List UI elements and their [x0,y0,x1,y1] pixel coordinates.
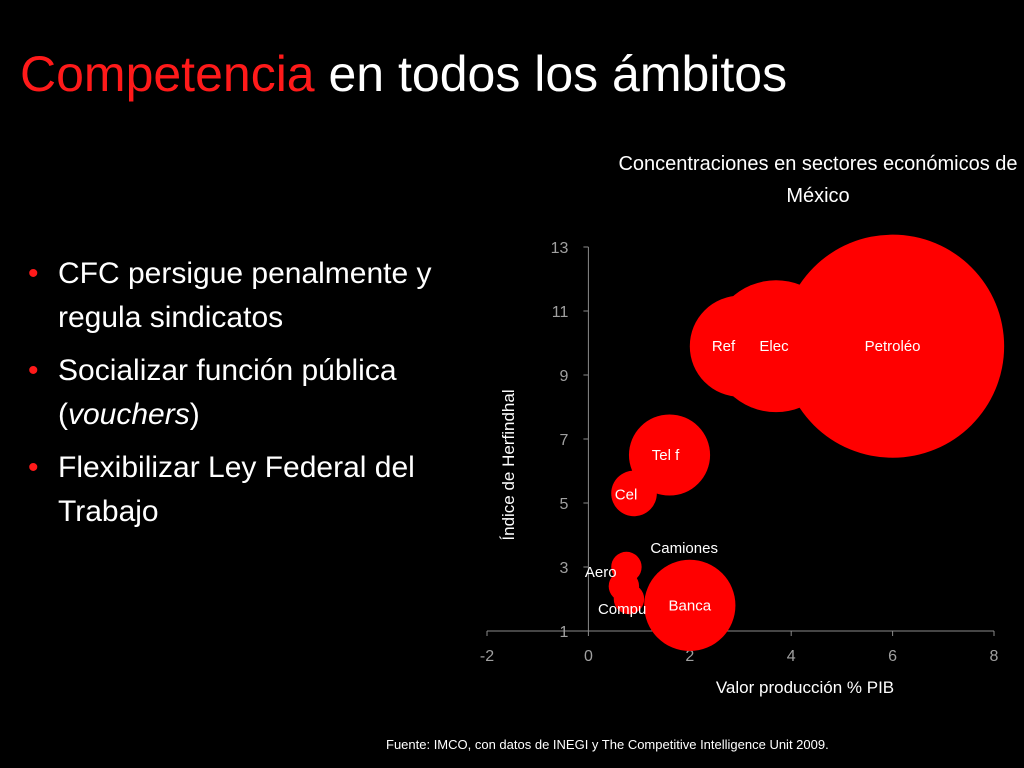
bullet-item: Socializar función pública (vouchers) [28,349,448,437]
bubble-label: Elec [759,338,789,355]
x-tick-label: 4 [787,648,796,665]
bullet-item: Flexibilizar Ley Federal del Trabajo [28,446,448,534]
bubble-ref [689,295,792,397]
source-note: Fuente: IMCO, con datos de INEGI y The C… [386,737,829,752]
slide-title-accent: Competencia [20,46,315,102]
bullet-text: CFC persigue penalmente y regula sindica… [58,257,432,334]
bubble-label: Camiones [650,540,718,557]
chart-title: Concentraciones en sectores económicos d… [618,153,1018,207]
x-tick-label: 2 [685,648,694,665]
y-tick-label: 9 [559,368,568,385]
bullet-list: CFC persigue penalmente y regula sindica… [28,252,448,543]
bubble-banca [644,559,736,652]
slide-title-rest: en todos los ámbitos [314,46,788,102]
bullet-item: CFC persigue penalmente y regula sindica… [28,252,448,340]
bubble-label: Ref [712,338,736,355]
bubble-label: Cel [615,486,638,503]
x-axis-title: Valor producción % PIB [716,678,894,697]
y-tick-label: 5 [559,496,568,513]
bubble-label: Petroléo [865,338,921,355]
bubble-label: Banca [669,597,712,614]
bullet-text: Flexibilizar Ley Federal del Trabajo [58,451,415,528]
x-tick-label: 8 [990,648,999,665]
bullet-text-italic: vouchers [68,398,190,431]
y-tick-label: 3 [559,560,568,577]
bullet-text-after: ) [189,398,200,431]
y-tick-label: 13 [551,240,569,257]
slide-title: Competencia en todos los ámbitos [20,42,787,106]
x-tick-label: 0 [584,648,593,665]
bubble-label: Tel f [652,447,680,464]
bubble-petrol-o [781,234,1005,458]
bubble-cel [611,470,657,517]
y-tick-label: 11 [552,304,569,321]
x-tick-label: -2 [480,648,494,665]
y-axis-title: Índice de Herfindhal [499,389,518,540]
bubble-tel-f [628,414,711,496]
bubble-camiones [611,551,642,583]
bubble-label: Aero [585,564,617,581]
bubble-label: Compu [598,601,646,618]
bullet-text-before: Socializar función pública ( [58,354,397,431]
chart-bubbles: Compu Aero Camiones Banca Cel Tel f Ref Elec Pet… [585,234,1005,652]
y-tick-label: 1 [559,624,568,641]
y-tick-label: 7 [559,432,568,449]
x-tick-label: 6 [888,648,897,665]
